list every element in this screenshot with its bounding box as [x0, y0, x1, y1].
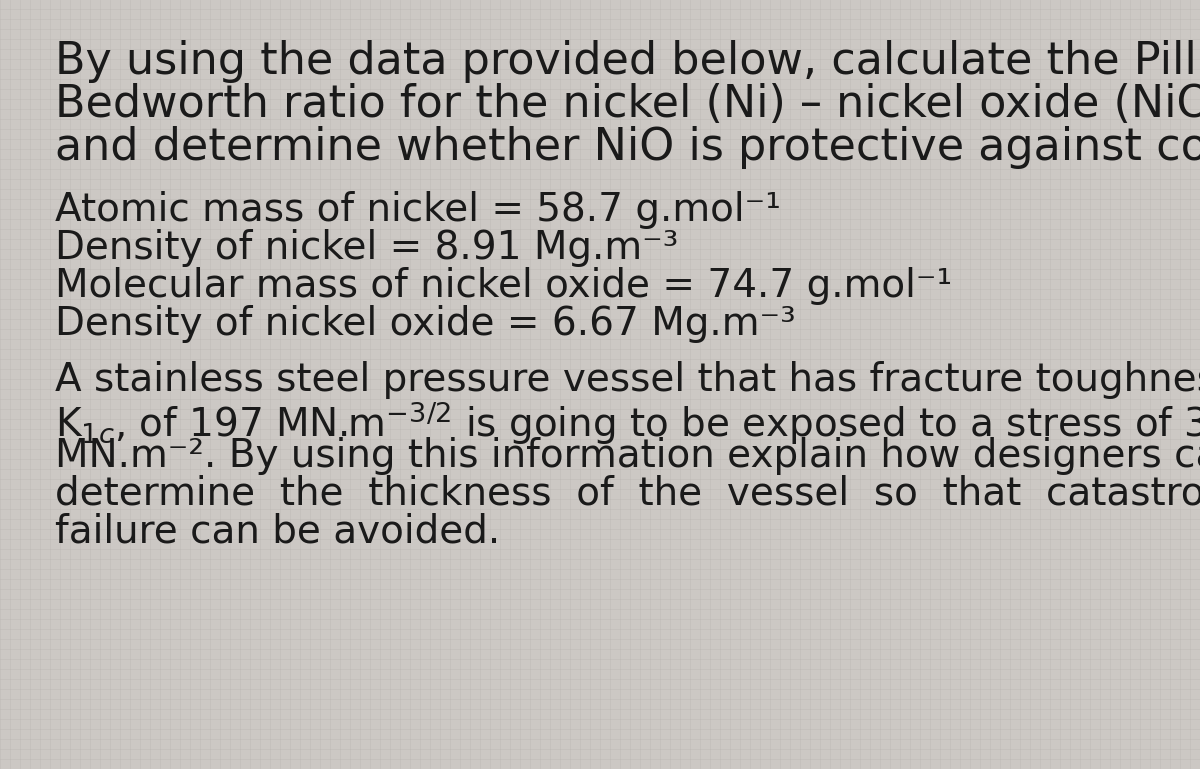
Text: Density of nickel = 8.91 Mg.m⁻³: Density of nickel = 8.91 Mg.m⁻³ — [55, 229, 678, 267]
Text: failure can be avoided.: failure can be avoided. — [55, 512, 500, 551]
Text: determine  the  thickness  of  the  vessel  so  that  catastrophic: determine the thickness of the vessel so… — [55, 474, 1200, 513]
Text: By using the data provided below, calculate the Pilling-: By using the data provided below, calcul… — [55, 40, 1200, 83]
Text: Atomic mass of nickel = 58.7 g.mol⁻¹: Atomic mass of nickel = 58.7 g.mol⁻¹ — [55, 191, 781, 229]
Text: Density of nickel oxide = 6.67 Mg.m⁻³: Density of nickel oxide = 6.67 Mg.m⁻³ — [55, 305, 796, 343]
Text: Molecular mass of nickel oxide = 74.7 g.mol⁻¹: Molecular mass of nickel oxide = 74.7 g.… — [55, 267, 952, 305]
Text: and determine whether NiO is protective against corrosion.: and determine whether NiO is protective … — [55, 126, 1200, 169]
Text: Bedworth ratio for the nickel (Ni) – nickel oxide (NiO) system: Bedworth ratio for the nickel (Ni) – nic… — [55, 83, 1200, 126]
Text: MN.m⁻². By using this information explain how designers can: MN.m⁻². By using this information explai… — [55, 437, 1200, 475]
Text: A stainless steel pressure vessel that has fracture toughness,: A stainless steel pressure vessel that h… — [55, 361, 1200, 399]
Text: K$_{1c}$, of 197 MN.m$^{-3/2}$ is going to be exposed to a stress of 398: K$_{1c}$, of 197 MN.m$^{-3/2}$ is going … — [55, 399, 1200, 447]
